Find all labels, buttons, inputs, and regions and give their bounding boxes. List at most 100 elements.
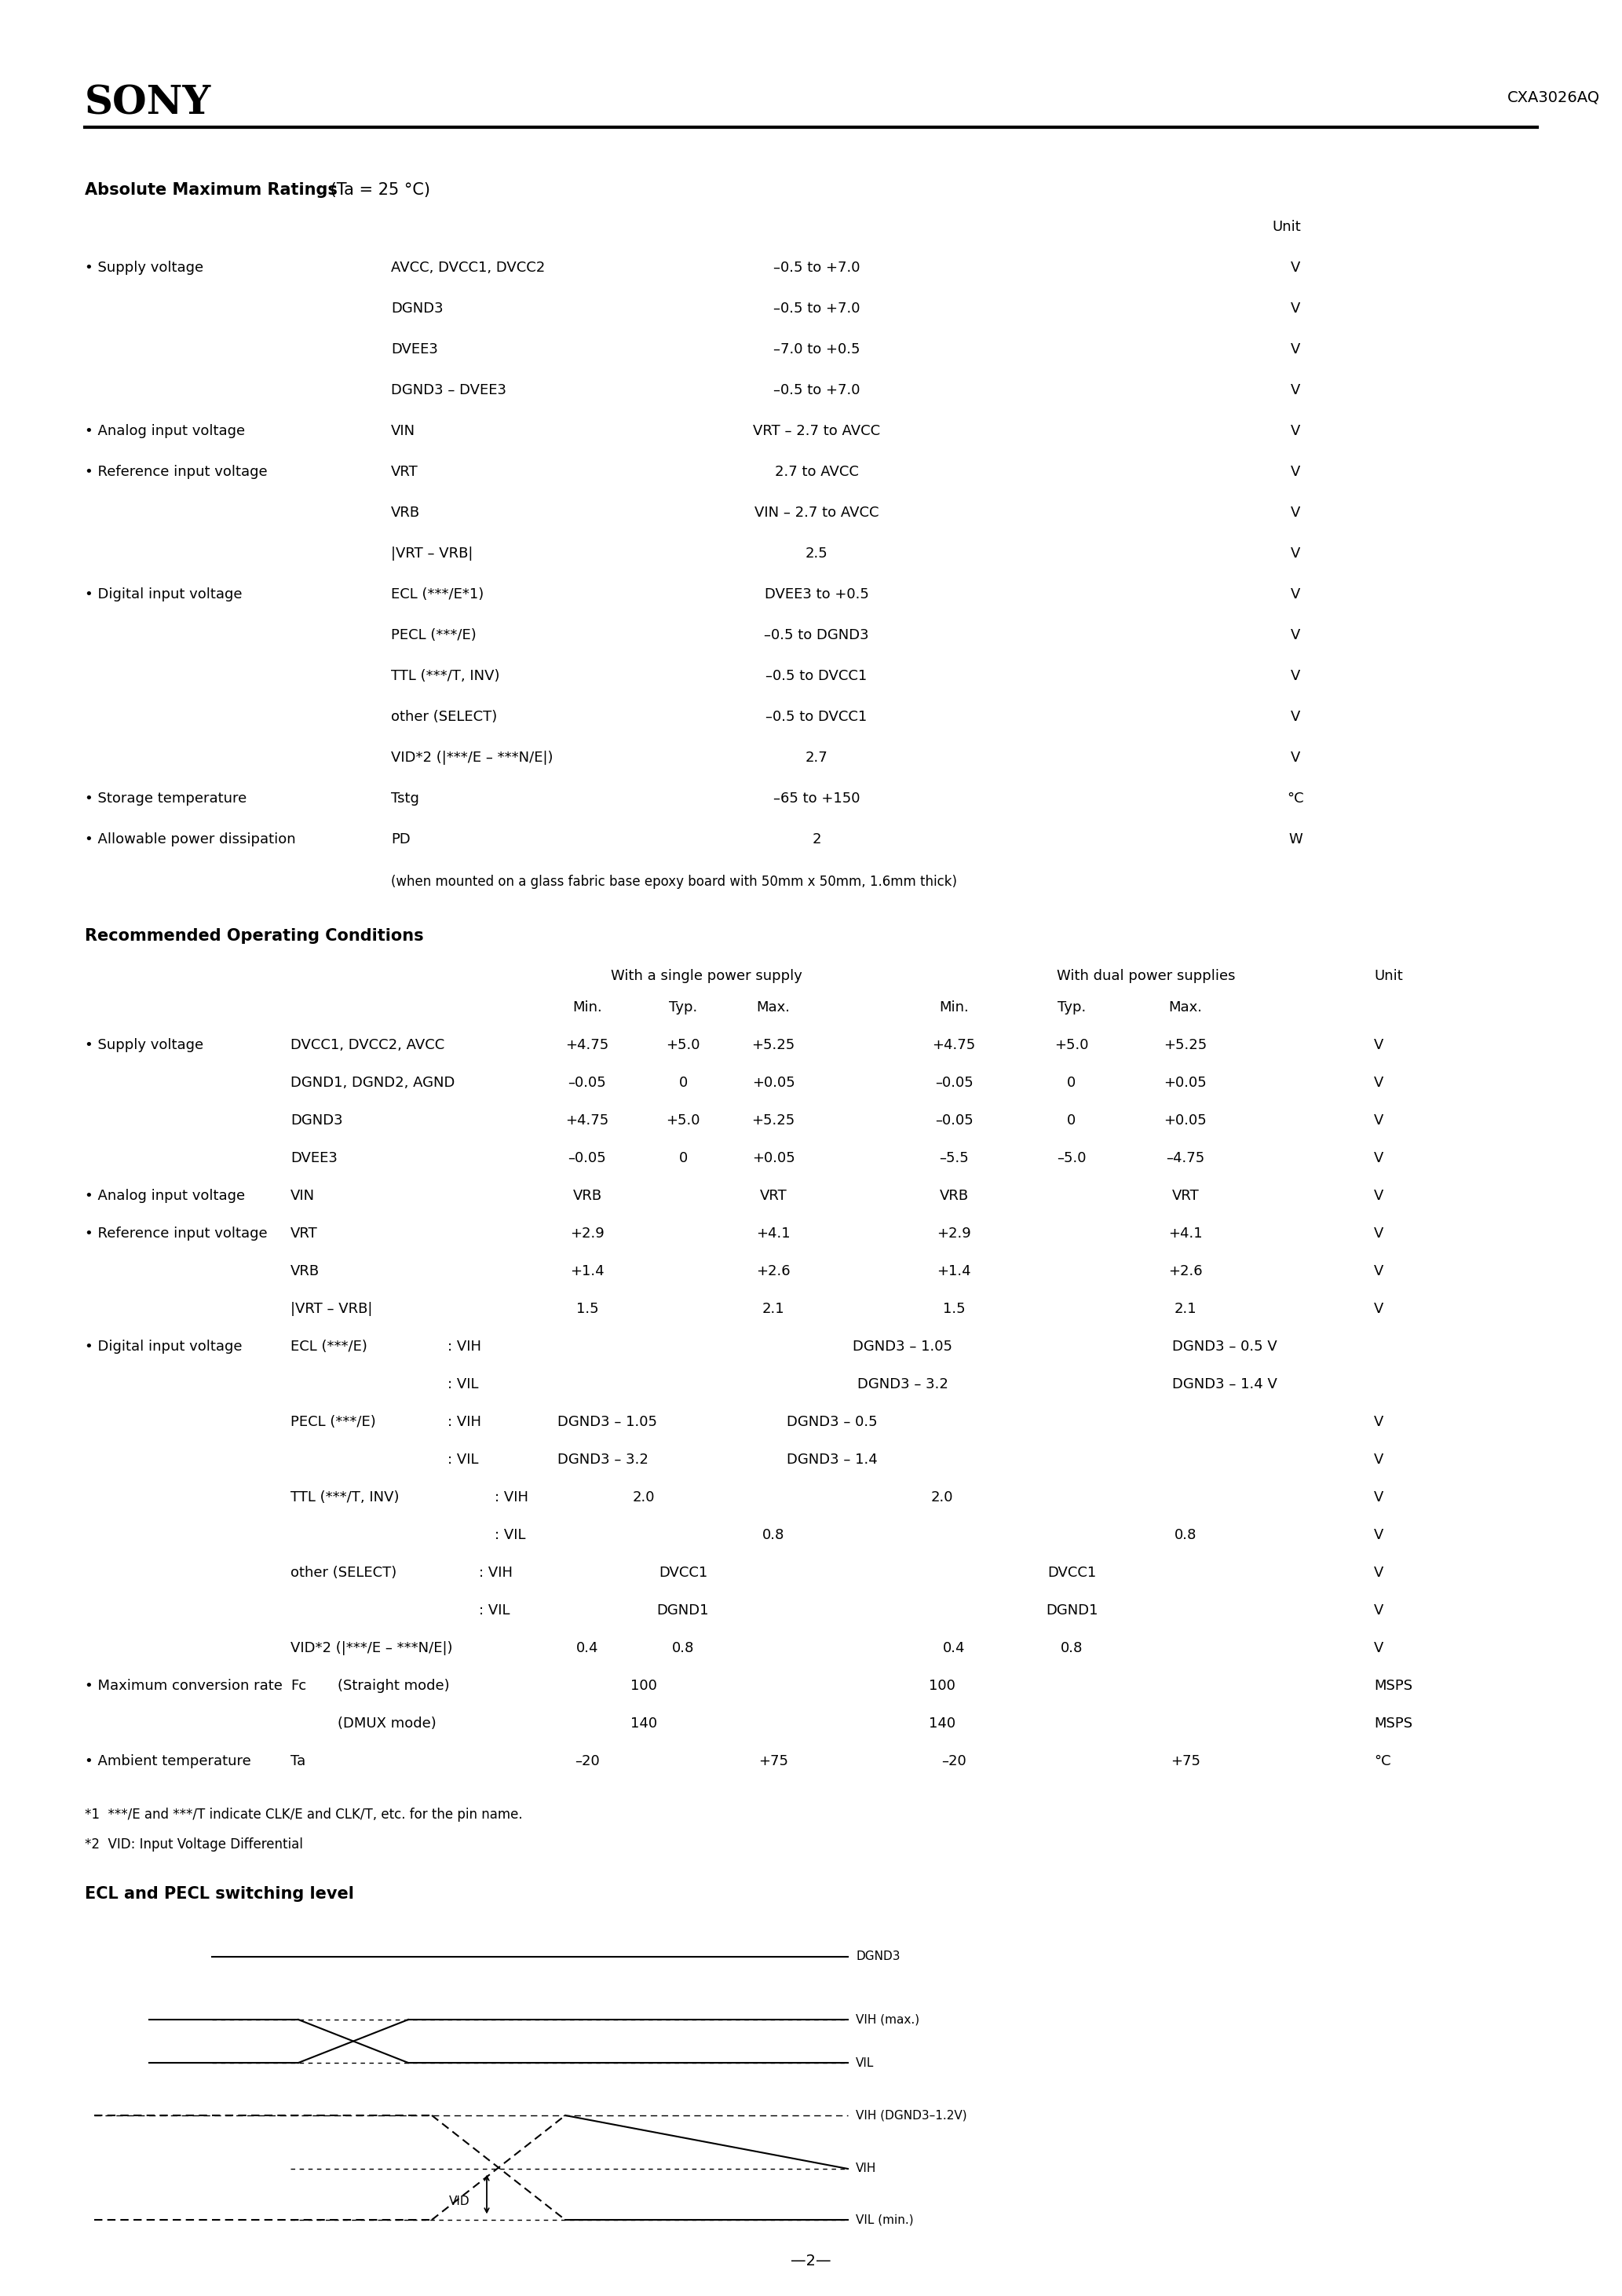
Text: : VIH: : VIH bbox=[495, 1490, 529, 1504]
Text: • Analog input voltage: • Analog input voltage bbox=[84, 425, 245, 439]
Text: +5.25: +5.25 bbox=[751, 1038, 795, 1052]
Text: Typ.: Typ. bbox=[1058, 1001, 1085, 1015]
Text: With dual power supplies: With dual power supplies bbox=[1058, 969, 1236, 983]
Text: (DMUX mode): (DMUX mode) bbox=[337, 1717, 436, 1731]
Text: V: V bbox=[1291, 425, 1301, 439]
Text: –4.75: –4.75 bbox=[1166, 1150, 1205, 1166]
Text: °C: °C bbox=[1286, 792, 1304, 806]
Text: With a single power supply: With a single power supply bbox=[611, 969, 803, 983]
Text: ECL (***/E*1): ECL (***/E*1) bbox=[391, 588, 483, 602]
Text: V: V bbox=[1374, 1490, 1384, 1504]
Text: V: V bbox=[1374, 1302, 1384, 1316]
Text: 2.5: 2.5 bbox=[805, 546, 827, 560]
Text: *1  ***/E and ***/T indicate CLK/E and CLK/T, etc. for the pin name.: *1 ***/E and ***/T indicate CLK/E and CL… bbox=[84, 1807, 522, 1821]
Text: VIN – 2.7 to AVCC: VIN – 2.7 to AVCC bbox=[754, 505, 879, 519]
Text: DVCC1: DVCC1 bbox=[1048, 1566, 1096, 1580]
Text: SONY: SONY bbox=[84, 85, 211, 124]
Text: PECL (***/E): PECL (***/E) bbox=[391, 629, 477, 643]
Text: 0.8: 0.8 bbox=[1061, 1642, 1083, 1655]
Text: • Reference input voltage: • Reference input voltage bbox=[84, 1226, 268, 1240]
Text: –0.5 to +7.0: –0.5 to +7.0 bbox=[774, 383, 860, 397]
Text: (Straight mode): (Straight mode) bbox=[337, 1678, 449, 1692]
Text: 140: 140 bbox=[631, 1717, 657, 1731]
Text: W: W bbox=[1288, 833, 1302, 847]
Text: VID*2 (|***/E – ***N/E|): VID*2 (|***/E – ***N/E|) bbox=[290, 1642, 453, 1655]
Text: –7.0 to +0.5: –7.0 to +0.5 bbox=[774, 342, 860, 356]
Text: • Analog input voltage: • Analog input voltage bbox=[84, 1189, 245, 1203]
Text: +0.05: +0.05 bbox=[1165, 1114, 1207, 1127]
Text: DVEE3: DVEE3 bbox=[391, 342, 438, 356]
Text: Max.: Max. bbox=[756, 1001, 790, 1015]
Text: +2.6: +2.6 bbox=[756, 1265, 790, 1279]
Text: VIN: VIN bbox=[290, 1189, 315, 1203]
Text: 2.1: 2.1 bbox=[762, 1302, 785, 1316]
Text: V: V bbox=[1374, 1529, 1384, 1543]
Text: VRB: VRB bbox=[391, 505, 420, 519]
Text: DGND3: DGND3 bbox=[290, 1114, 342, 1127]
Text: DGND3 – 1.05: DGND3 – 1.05 bbox=[853, 1339, 952, 1355]
Text: TTL (***/T, INV): TTL (***/T, INV) bbox=[290, 1490, 399, 1504]
Text: V: V bbox=[1291, 301, 1301, 315]
Text: TTL (***/T, INV): TTL (***/T, INV) bbox=[391, 668, 500, 684]
Text: |VRT – VRB|: |VRT – VRB| bbox=[290, 1302, 373, 1316]
Text: +1.4: +1.4 bbox=[938, 1265, 972, 1279]
Text: DGND1: DGND1 bbox=[657, 1603, 709, 1619]
Text: DGND1: DGND1 bbox=[1046, 1603, 1098, 1619]
Text: –0.05: –0.05 bbox=[568, 1077, 607, 1091]
Text: 0: 0 bbox=[1067, 1114, 1075, 1127]
Text: V: V bbox=[1291, 342, 1301, 356]
Text: (Ta = 25 °C): (Ta = 25 °C) bbox=[324, 181, 430, 197]
Text: : VIL: : VIL bbox=[448, 1453, 478, 1467]
Text: |VRT – VRB|: |VRT – VRB| bbox=[391, 546, 474, 560]
Text: (when mounted on a glass fabric base epoxy board with 50mm x 50mm, 1.6mm thick): (when mounted on a glass fabric base epo… bbox=[391, 875, 957, 889]
Text: 100: 100 bbox=[631, 1678, 657, 1692]
Text: : VIL: : VIL bbox=[495, 1529, 526, 1543]
Text: +5.0: +5.0 bbox=[667, 1114, 701, 1127]
Text: 0.8: 0.8 bbox=[1174, 1529, 1197, 1543]
Text: +5.25: +5.25 bbox=[1165, 1038, 1207, 1052]
Text: +4.1: +4.1 bbox=[1168, 1226, 1202, 1240]
Text: 0: 0 bbox=[678, 1077, 688, 1091]
Text: V: V bbox=[1291, 546, 1301, 560]
Text: –5.0: –5.0 bbox=[1058, 1150, 1087, 1166]
Text: 2.0: 2.0 bbox=[633, 1490, 655, 1504]
Text: –0.5 to DVCC1: –0.5 to DVCC1 bbox=[766, 709, 868, 723]
Text: V: V bbox=[1291, 751, 1301, 765]
Text: : VIL: : VIL bbox=[448, 1378, 478, 1391]
Text: V: V bbox=[1374, 1189, 1384, 1203]
Text: –20: –20 bbox=[574, 1754, 600, 1768]
Text: V: V bbox=[1374, 1453, 1384, 1467]
Text: Fc: Fc bbox=[290, 1678, 307, 1692]
Text: –0.5 to +7.0: –0.5 to +7.0 bbox=[774, 301, 860, 315]
Text: 140: 140 bbox=[929, 1717, 955, 1731]
Text: +0.05: +0.05 bbox=[753, 1077, 795, 1091]
Text: V: V bbox=[1291, 383, 1301, 397]
Text: DVCC1: DVCC1 bbox=[659, 1566, 707, 1580]
Text: Recommended Operating Conditions: Recommended Operating Conditions bbox=[84, 928, 423, 944]
Text: °C: °C bbox=[1374, 1754, 1392, 1768]
Text: • Reference input voltage: • Reference input voltage bbox=[84, 464, 268, 480]
Text: DGND3 – 0.5 V: DGND3 – 0.5 V bbox=[1173, 1339, 1277, 1355]
Text: VRB: VRB bbox=[573, 1189, 602, 1203]
Text: V: V bbox=[1291, 262, 1301, 276]
Text: V: V bbox=[1374, 1414, 1384, 1428]
Text: +4.75: +4.75 bbox=[933, 1038, 975, 1052]
Text: : VIH: : VIH bbox=[478, 1566, 513, 1580]
Text: 2.7 to AVCC: 2.7 to AVCC bbox=[775, 464, 858, 480]
Text: DGND3 – 0.5: DGND3 – 0.5 bbox=[787, 1414, 878, 1428]
Text: –0.5 to DVCC1: –0.5 to DVCC1 bbox=[766, 668, 868, 684]
Text: DGND3 – 3.2: DGND3 – 3.2 bbox=[858, 1378, 949, 1391]
Text: DGND3 – 3.2: DGND3 – 3.2 bbox=[558, 1453, 649, 1467]
Text: –0.05: –0.05 bbox=[568, 1150, 607, 1166]
Text: VIH (DGND3–1.2V): VIH (DGND3–1.2V) bbox=[856, 2110, 967, 2122]
Text: Min.: Min. bbox=[573, 1001, 602, 1015]
Text: V: V bbox=[1374, 1603, 1384, 1619]
Text: –5.5: –5.5 bbox=[939, 1150, 968, 1166]
Text: VRT: VRT bbox=[290, 1226, 318, 1240]
Text: other (SELECT): other (SELECT) bbox=[391, 709, 498, 723]
Text: Absolute Maximum Ratings: Absolute Maximum Ratings bbox=[84, 181, 337, 197]
Text: 100: 100 bbox=[929, 1678, 955, 1692]
Text: VID: VID bbox=[449, 2195, 470, 2209]
Text: –0.5 to DGND3: –0.5 to DGND3 bbox=[764, 629, 869, 643]
Text: VIH (max.): VIH (max.) bbox=[856, 2014, 920, 2025]
